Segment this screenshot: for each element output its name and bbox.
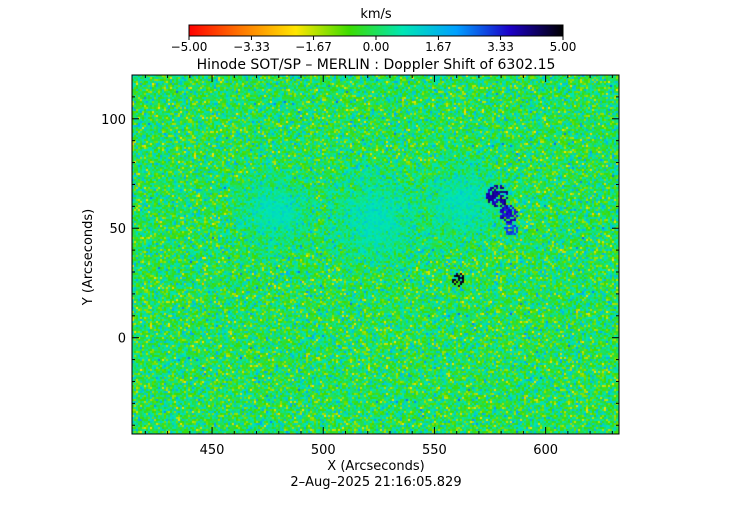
colorbar-tick-label: 0.00	[363, 40, 390, 54]
timestamp-label: 2–Aug–2025 21:16:05.829	[290, 475, 461, 490]
colorbar-tick-label: −1.67	[295, 40, 332, 54]
y-tick-label: 0	[118, 332, 126, 347]
y-tick-label: 50	[109, 222, 126, 237]
x-tick-label: 550	[422, 443, 447, 458]
colorbar-tick-label: −3.33	[233, 40, 270, 54]
doppler-heatmap	[132, 75, 619, 434]
x-axis: 450 500 550 600	[144, 75, 613, 458]
x-tick-label: 450	[200, 443, 225, 458]
x-axis-label: X (Arcseconds)	[327, 459, 424, 474]
colorbar-gradient	[188, 24, 564, 37]
colorbar-tick-label: 3.33	[487, 40, 514, 54]
colorbar-unit-label: km/s	[360, 7, 392, 22]
colorbar-tick-label: 5.00	[550, 40, 577, 54]
chart-title: Hinode SOT/SP – MERLIN : Doppler Shift o…	[197, 57, 556, 73]
x-tick-label: 500	[311, 443, 336, 458]
y-axis-label: Y (Arcseconds)	[81, 209, 96, 306]
colorbar-tick-label: 1.67	[425, 40, 452, 54]
y-axis: 0 50 100	[101, 74, 619, 426]
colorbar-tick-label: −5.00	[171, 40, 208, 54]
heatmap-image	[132, 75, 619, 434]
colorbar-ticks: −5.00 −3.33 −1.67 0.00 1.67 3.33 5.00	[171, 36, 577, 54]
x-tick-label: 600	[533, 443, 558, 458]
y-tick-label: 100	[101, 113, 126, 128]
colorbar: km/s −5.00 −3.33 −1.67 0.00 1.67 3.33 5.00	[171, 7, 577, 54]
plot-frame	[131, 74, 620, 435]
plot-area: 450 500 550 600 0 50 100	[101, 74, 620, 458]
